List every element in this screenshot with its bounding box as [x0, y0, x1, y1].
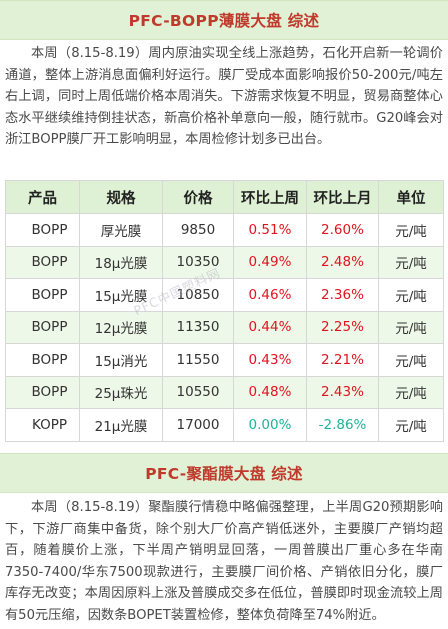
- cell-mom: 2.60%: [306, 213, 379, 247]
- cell-spec: 21μ光膜: [79, 408, 163, 442]
- header-price: 价格: [162, 180, 234, 214]
- header-wow: 环比上周: [233, 180, 307, 214]
- cell-product: BOPP: [5, 310, 80, 344]
- pet-summary-paragraph: 本周（8.15-8.19）聚酯膜行情稳中略偏强整理，上半周G20预期影响下，下游…: [5, 500, 443, 623]
- cell-mom: 2.43%: [306, 375, 379, 409]
- cell-product: BOPP: [5, 213, 80, 247]
- cell-spec: 厚光膜: [79, 213, 163, 247]
- bopp-summary-paragraph: 本周（8.15-8.19）周内原油实现全线上涨趋势，石化开启新一轮调价通道，整体…: [5, 46, 443, 147]
- cell-price: 10350: [162, 245, 234, 279]
- cell-price: 10850: [162, 278, 234, 312]
- cell-wow: 0.48%: [233, 375, 307, 409]
- table-header-row: 产品 规格 价格 环比上周 环比上月 单位: [5, 180, 444, 214]
- header-mom: 环比上月: [306, 180, 379, 214]
- cell-wow: 0.00%: [233, 408, 307, 442]
- cell-spec: 15μ消光: [79, 343, 163, 377]
- header-product: 产品: [5, 180, 80, 214]
- cell-unit: 元/吨: [378, 245, 444, 279]
- cell-price: 11550: [162, 343, 234, 377]
- cell-unit: 元/吨: [378, 408, 444, 442]
- cell-spec: 12μ光膜: [79, 310, 163, 344]
- pet-section-title: PFC-聚酯膜大盘 综述: [145, 465, 303, 483]
- cell-wow: 0.51%: [233, 213, 307, 247]
- cell-wow: 0.43%: [233, 343, 307, 377]
- price-table: 产品 规格 价格 环比上周 环比上月 单位 BOPP 厚光膜 9850 0.51…: [5, 180, 444, 442]
- table-row: BOPP 15μ光膜 10850 0.46% 2.36% 元/吨: [5, 278, 444, 312]
- table-row: BOPP 25μ珠光 10550 0.48% 2.43% 元/吨: [5, 375, 444, 409]
- cell-unit: 元/吨: [378, 310, 444, 344]
- pet-section-banner: PFC-聚酯膜大盘 综述: [0, 453, 448, 493]
- table-row: KOPP 21μ光膜 17000 0.00% -2.86% 元/吨: [5, 408, 444, 442]
- cell-unit: 元/吨: [378, 278, 444, 312]
- cell-mom: 2.25%: [306, 310, 379, 344]
- cell-price: 9850: [162, 213, 234, 247]
- cell-wow: 0.44%: [233, 310, 307, 344]
- cell-unit: 元/吨: [378, 213, 444, 247]
- header-unit: 单位: [378, 180, 444, 214]
- cell-spec: 25μ珠光: [79, 375, 163, 409]
- table-row: BOPP 18μ光膜 10350 0.49% 2.48% 元/吨: [5, 245, 444, 279]
- header-spec: 规格: [79, 180, 163, 214]
- bopp-section-title: PFC-BOPP薄膜大盘 综述: [128, 12, 320, 30]
- cell-wow: 0.46%: [233, 278, 307, 312]
- cell-spec: 18μ光膜: [79, 245, 163, 279]
- cell-price: 17000: [162, 408, 234, 442]
- cell-unit: 元/吨: [378, 375, 444, 409]
- cell-spec: 15μ光膜: [79, 278, 163, 312]
- table-row: BOPP 12μ光膜 11350 0.44% 2.25% 元/吨: [5, 310, 444, 344]
- table-row: BOPP 厚光膜 9850 0.51% 2.60% 元/吨: [5, 213, 444, 247]
- cell-price: 11350: [162, 310, 234, 344]
- cell-wow: 0.49%: [233, 245, 307, 279]
- cell-product: BOPP: [5, 245, 80, 279]
- cell-mom: 2.21%: [306, 343, 379, 377]
- cell-product: BOPP: [5, 375, 80, 409]
- bopp-section-banner: PFC-BOPP薄膜大盘 综述: [0, 0, 448, 40]
- cell-mom: 2.36%: [306, 278, 379, 312]
- cell-product: BOPP: [5, 343, 80, 377]
- cell-mom: 2.48%: [306, 245, 379, 279]
- cell-mom: -2.86%: [306, 408, 379, 442]
- cell-price: 10550: [162, 375, 234, 409]
- cell-product: KOPP: [5, 408, 80, 442]
- table-row: BOPP 15μ消光 11550 0.43% 2.21% 元/吨: [5, 343, 444, 377]
- cell-product: BOPP: [5, 278, 80, 312]
- cell-unit: 元/吨: [378, 343, 444, 377]
